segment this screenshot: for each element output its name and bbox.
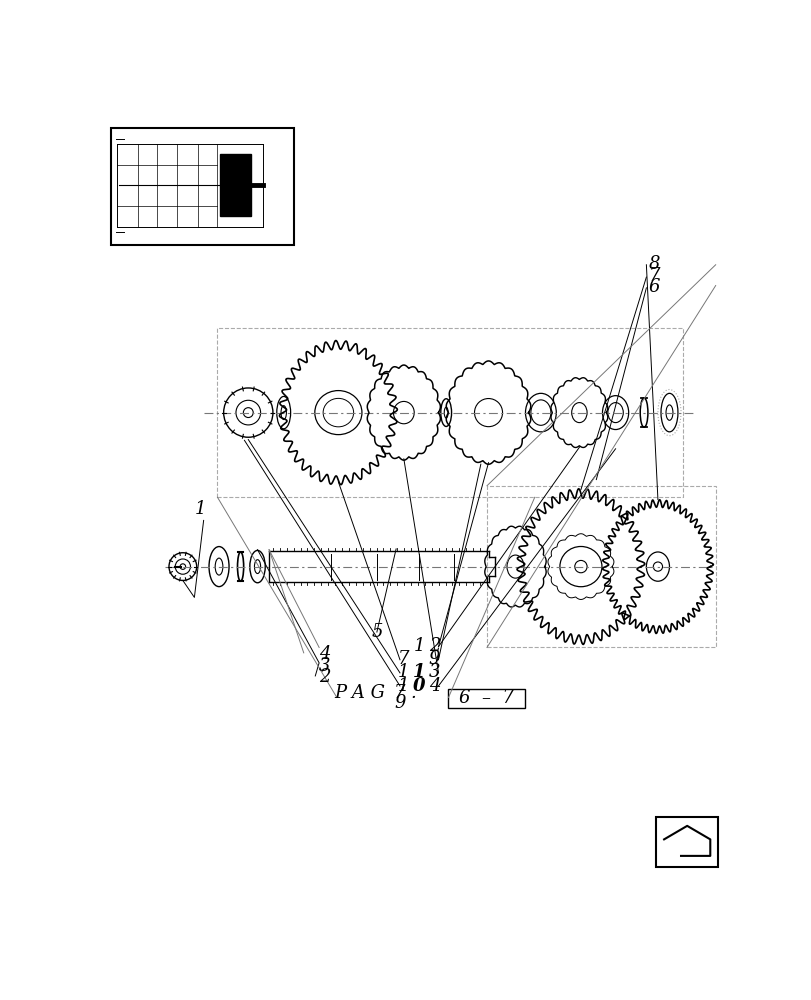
- Bar: [111, 128, 294, 245]
- Circle shape: [243, 408, 253, 418]
- Text: 7: 7: [648, 267, 659, 285]
- Text: 3: 3: [428, 663, 440, 681]
- Circle shape: [574, 560, 586, 573]
- Text: 2: 2: [428, 637, 440, 655]
- Text: P A G: P A G: [334, 684, 385, 702]
- Text: 1: 1: [194, 500, 206, 518]
- Text: .: .: [410, 684, 415, 702]
- Text: 1: 1: [397, 663, 409, 681]
- Bar: [448, 689, 525, 708]
- Text: 4: 4: [428, 677, 440, 695]
- Text: 4: 4: [319, 645, 330, 663]
- Bar: [220, 154, 251, 216]
- Text: 1: 1: [413, 663, 425, 681]
- Text: 8: 8: [648, 255, 659, 273]
- Text: 6: 6: [648, 278, 659, 296]
- Text: 1: 1: [397, 677, 409, 695]
- Text: 7: 7: [397, 650, 409, 668]
- Text: 6  –  7: 6 – 7: [459, 689, 514, 707]
- Text: 2: 2: [319, 668, 330, 686]
- Text: 0: 0: [413, 677, 425, 695]
- Text: 1: 1: [413, 637, 424, 655]
- Text: 5: 5: [371, 623, 383, 641]
- Text: 7: 7: [394, 684, 406, 702]
- Circle shape: [653, 562, 662, 571]
- Bar: [487, 486, 714, 647]
- Text: 9: 9: [394, 694, 406, 712]
- Bar: [217, 328, 683, 497]
- Text: 3: 3: [319, 657, 330, 675]
- Text: 9: 9: [428, 650, 440, 668]
- Bar: [655, 817, 717, 867]
